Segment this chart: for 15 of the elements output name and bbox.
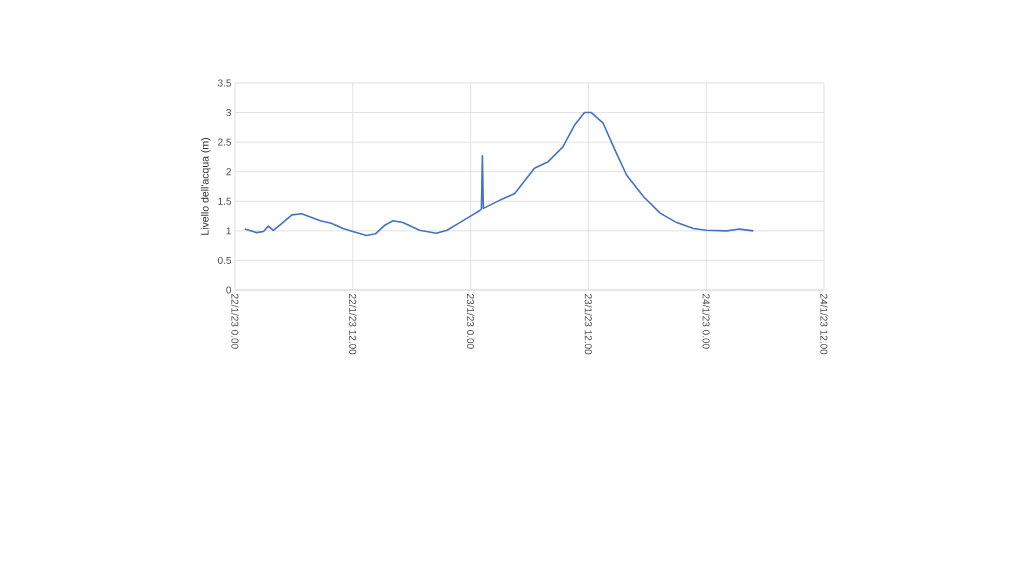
- y-tick-label: 2.5: [218, 138, 232, 146]
- y-tick-label: 3: [226, 109, 232, 117]
- y-tick-label: 3.5: [217, 79, 232, 87]
- y-tick-label: 0: [226, 286, 232, 294]
- y-tick-label: 2: [226, 168, 231, 176]
- x-tick-label: 24/1/23 0.00: [702, 294, 710, 349]
- x-tick-label: 22/1/23 0.00: [231, 294, 239, 349]
- y-tick-label: 1.5: [218, 197, 232, 205]
- x-tick-label: 23/1/23 12.00: [584, 294, 593, 355]
- y-tick-label: 1: [226, 227, 231, 235]
- x-tick-label: 24/1/23 12.00: [820, 294, 828, 355]
- y-tick-label: 0.5: [217, 256, 232, 264]
- x-tick-label: 23/1/23 0.00: [466, 294, 475, 349]
- y-axis-title: Livello dell'acqua (m): [200, 138, 211, 235]
- x-tick-label: 22/1/23 12.00: [349, 294, 357, 355]
